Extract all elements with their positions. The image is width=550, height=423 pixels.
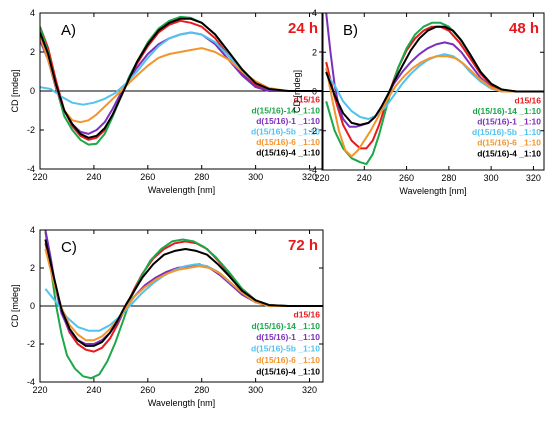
y-tick-label: -4 (309, 165, 317, 175)
x-tick-label: 260 (140, 172, 155, 182)
legend-entry-d15-16-1: d(15/16)-1 _1:10 (477, 116, 541, 126)
series-line-d15-16-6 (325, 55, 544, 158)
x-axis-label: Wavelength [nm] (148, 398, 215, 408)
y-tick-label: -4 (27, 164, 35, 174)
y-tick-label: -2 (27, 125, 35, 135)
time-label: 48 h (509, 20, 539, 37)
y-tick-label: -4 (27, 377, 35, 387)
y-axis-label: CD [mdeg] (10, 284, 20, 327)
x-tick-label: 220 (32, 172, 47, 182)
series-line-d15-16-6 (40, 36, 323, 124)
legend-entry-d15-16-5b: d(15/16)-5b _1:10 (251, 344, 320, 354)
x-tick-label: 320 (302, 172, 317, 182)
chart-panel-c: 220 240 260 280 300 320 -4 -2 0 2 4 Wavelength [nm]… (10, 225, 324, 408)
series-line-d15-16-5b (325, 53, 544, 120)
legend-entry-d15-16-14: d(15/16)-14 _1:10 (251, 105, 320, 115)
y-tick-label: 4 (30, 225, 35, 235)
y-tick-label: 2 (312, 47, 317, 57)
y-tick-label: -2 (309, 126, 317, 136)
x-tick-label: 320 (526, 173, 541, 183)
x-axis-label: Wavelength [nm] (148, 185, 215, 195)
time-label: 24 h (288, 20, 318, 37)
panel-label: B) (343, 22, 358, 39)
legend-entry-d15-16: d15/16 (294, 309, 321, 319)
legend-entry-d15-16-5b: d(15/16)-5b _1:10 (472, 127, 541, 137)
legend-entry-d15-16-4: d(15/16)-4 _1:10 (256, 148, 320, 158)
x-tick-label: 220 (32, 385, 47, 395)
y-tick-label: 2 (30, 263, 35, 273)
x-tick-label: 220 (314, 173, 329, 183)
legend-entry-d15-16-4: d(15/16)-4 _1:10 (477, 148, 541, 158)
x-tick-label: 240 (357, 173, 372, 183)
y-tick-label: 0 (312, 87, 317, 97)
x-tick-label: 260 (140, 385, 155, 395)
x-tick-label: 300 (248, 172, 263, 182)
x-tick-label: 240 (86, 172, 101, 182)
x-tick-label: 280 (441, 173, 456, 183)
legend-entry-d15-16-6: d(15/16)-6 _1:10 (477, 138, 541, 148)
legend-entry-d15-16-6: d(15/16)-6 _1:10 (256, 355, 320, 365)
legend-entry-d15-16-4: d(15/16)-4 _1:10 (256, 366, 320, 376)
series-line-d15-16-5b (40, 31, 323, 106)
x-tick-label: 280 (194, 385, 209, 395)
x-tick-label: 260 (399, 173, 414, 183)
x-tick-label: 240 (86, 385, 101, 395)
x-tick-label: 320 (302, 385, 317, 395)
x-tick-label: 300 (484, 173, 499, 183)
y-tick-label: 4 (30, 8, 35, 18)
panel-label: C) (61, 239, 77, 256)
legend-entry-d15-16-1: d(15/16)-1 _1:10 (256, 332, 320, 342)
series-line-d15-16-1 (325, 13, 544, 128)
legend-entry-d15-16-14: d(15/16)-14 _1:10 (472, 106, 541, 116)
legend-entry-d15-16-1: d(15/16)-1 _1:10 (256, 116, 320, 126)
legend-entry-d15-16-5b: d(15/16)-5b _1:10 (251, 127, 320, 137)
series-line-d15-16-4 (325, 25, 544, 126)
panel-label: A) (61, 22, 76, 39)
series-line-d15-16 (325, 25, 544, 150)
x-tick-label: 300 (248, 385, 263, 395)
legend-entry-d15-16-6: d(15/16)-6 _1:10 (256, 137, 320, 147)
x-axis-label: Wavelength [nm] (399, 186, 466, 196)
legend-entry-d15-16: d15/16 (515, 95, 542, 105)
series-line-d15-16-6 (44, 248, 323, 342)
legend-entry-d15-16-14: d(15/16)-14 _1:10 (251, 321, 320, 331)
series-line-d15-16-4 (40, 17, 323, 139)
time-label: 72 h (288, 237, 318, 254)
y-tick-label: 0 (30, 86, 35, 96)
x-tick-label: 280 (194, 172, 209, 182)
series-line-d15-16-4 (44, 239, 323, 347)
y-axis-label: CD [mdeg] (10, 69, 20, 112)
y-tick-label: -2 (27, 339, 35, 349)
series-line-d15-16-14 (44, 231, 323, 380)
y-tick-label: 0 (30, 301, 35, 311)
y-tick-label: 4 (312, 8, 317, 18)
legend-entry-d15-16: d15/16 (294, 95, 321, 105)
y-tick-label: 2 (30, 47, 35, 57)
y-axis-label: CD [mdeg] (292, 70, 302, 113)
